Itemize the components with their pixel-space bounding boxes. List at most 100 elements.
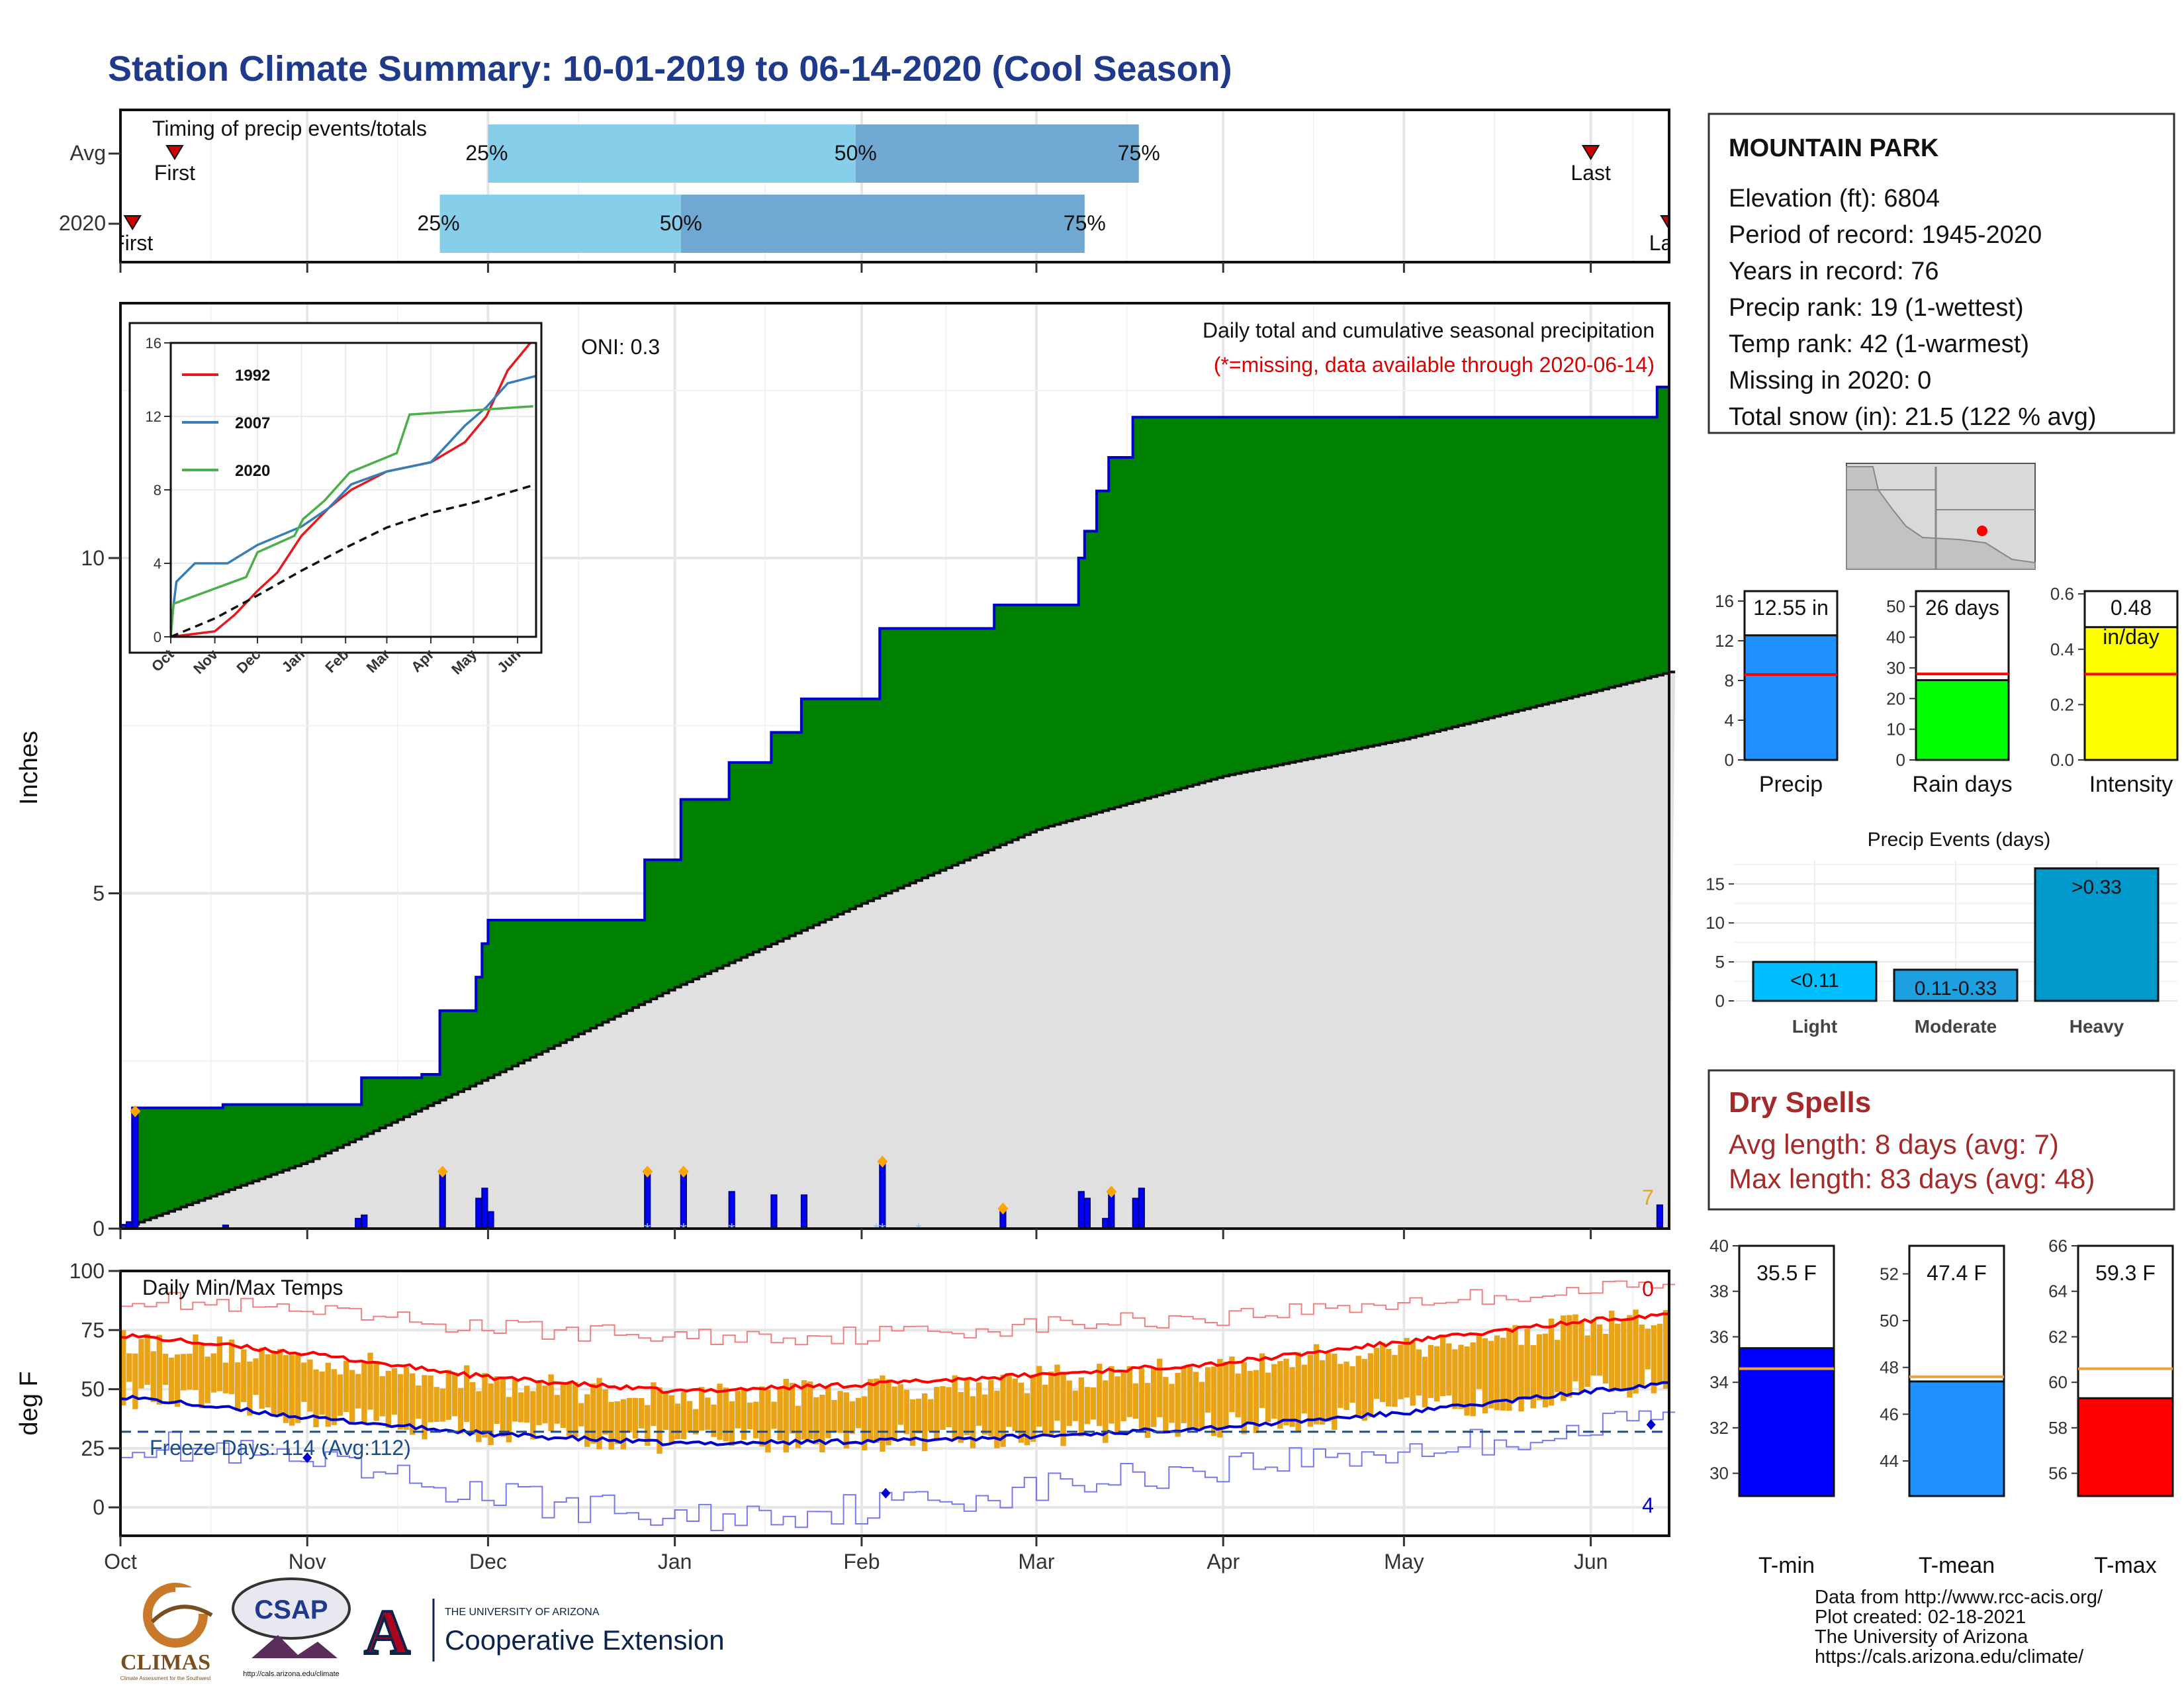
daily-temp-bar — [1217, 1358, 1223, 1438]
timing-bar-upper — [680, 195, 1085, 253]
daily-temp-bar — [1150, 1368, 1157, 1427]
daily-temp-bar — [1662, 1310, 1669, 1389]
daily-temp-bar — [1169, 1383, 1175, 1423]
daily-temp-bar — [1012, 1378, 1018, 1432]
daily-temp-bar — [271, 1352, 277, 1415]
precip-events-chart: Precip Events (days) 0 5 10 15 <0.11 Light 0.1… — [1706, 829, 2177, 1037]
daily-temp-bar — [753, 1401, 759, 1438]
events-bar-value: 0.11-0.33 — [1915, 978, 1997, 1000]
daily-temp-bar — [1066, 1380, 1072, 1427]
temp-summary-bars: 35.5 F 30 32 34 36 38 40 T-min 47.4 F 44 46 48 50 52 T… — [1709, 1236, 2174, 1578]
daily-temp-bar — [1163, 1377, 1169, 1433]
daily-precip-bar — [1656, 1204, 1663, 1229]
daily-temp-bar — [1433, 1346, 1440, 1402]
daily-temp-bar — [1193, 1372, 1199, 1430]
temp-bar-tick-label: 30 — [1709, 1464, 1729, 1483]
daily-temp-bar — [1416, 1349, 1422, 1396]
temp-bar-fill — [2077, 1397, 2174, 1497]
daily-temp-bar — [1422, 1356, 1428, 1408]
timing-last-label: Last — [1649, 231, 1690, 255]
daily-temp-bar — [1361, 1358, 1368, 1421]
temp-bar-tick-label: 60 — [2048, 1372, 2068, 1392]
x-tick-label: May — [1384, 1550, 1424, 1573]
daily-temp-bar — [759, 1386, 765, 1447]
average-precip-area — [120, 672, 1676, 1229]
daily-temp-bar — [946, 1387, 952, 1428]
precip-corner-count: 7 — [1642, 1186, 1654, 1209]
daily-temp-bar — [988, 1380, 994, 1436]
daily-temp-bar — [921, 1393, 928, 1452]
daily-temp-bar — [813, 1397, 819, 1445]
temp-bar-tick-label: 34 — [1709, 1372, 1729, 1392]
daily-temp-bar — [1500, 1337, 1506, 1411]
daily-temp-bar — [1301, 1364, 1307, 1414]
daily-temp-bar — [903, 1389, 910, 1434]
daily-temp-bar — [1338, 1364, 1343, 1408]
climas-logo-swoosh — [150, 1605, 213, 1624]
daily-temp-bar — [572, 1382, 578, 1438]
dry-spells-avg: Avg length: 8 days (avg: 7) — [1729, 1129, 2059, 1160]
summary-bar-fill — [1743, 634, 1839, 761]
daily-temp-bar — [500, 1377, 506, 1437]
timing-bar-lower — [488, 124, 856, 183]
daily-temp-bar — [199, 1343, 205, 1409]
events-y-tick-label: 0 — [1715, 991, 1725, 1011]
daily-temp-bar — [608, 1401, 614, 1450]
dry-spells-box: Dry Spells Avg length: 8 days (avg: 7) M… — [1707, 1069, 2175, 1211]
daily-temp-bar — [1030, 1374, 1036, 1442]
daily-temp-bar — [277, 1348, 283, 1417]
daily-temp-bar — [494, 1376, 500, 1424]
station-line-temp-rank: Temp rank: 42 (1-warmest) — [1729, 330, 2029, 358]
cumulative-precip-line — [119, 385, 1669, 1229]
page-title: Station Climate Summary: 10-01-2019 to 0… — [108, 49, 1232, 89]
station-info-box: MOUNTAIN PARK Elevation (ft): 6804 Perio… — [1707, 113, 2175, 434]
station-location-dot — [1977, 526, 1987, 536]
ua-logo-extension: Cooperative Extension — [445, 1624, 725, 1656]
timing-last-marker — [1660, 215, 1668, 228]
daily-temp-bar — [735, 1391, 741, 1429]
daily-temp-bar — [970, 1396, 976, 1448]
summary-bar-tick-label: 0 — [1725, 750, 1734, 770]
daily-temp-bar — [403, 1367, 410, 1430]
inset-series-line — [169, 404, 533, 637]
daily-temp-bar — [295, 1352, 301, 1423]
summary-bar-tick-label: 8 — [1725, 671, 1734, 690]
summary-bar-tick-label: 30 — [1886, 658, 1905, 678]
event-marker — [1106, 1186, 1117, 1198]
daily-temp-bar — [632, 1397, 639, 1438]
events-x-label: Light — [1792, 1016, 1837, 1037]
daily-temp-bar — [831, 1399, 837, 1432]
precip-annotation-title: Daily total and cumulative seasonal prec… — [1203, 318, 1655, 342]
daily-temp-bar — [1271, 1364, 1277, 1419]
csap-logo-url: http://cals.arizona.edu/climate — [243, 1670, 340, 1678]
footer-line-university: The University of Arizona — [1815, 1626, 2028, 1648]
daily-temp-bar — [1561, 1315, 1567, 1401]
daily-temp-bar — [548, 1374, 554, 1432]
daily-temp-bar — [470, 1382, 476, 1435]
daily-temp-bar — [849, 1401, 856, 1434]
daily-temp-bar — [560, 1382, 567, 1429]
temp-bar-tick-label: 66 — [2048, 1236, 2068, 1256]
event-marker — [642, 1165, 653, 1178]
min-temp-marker — [302, 1452, 312, 1464]
daily-temp-bar — [349, 1370, 355, 1423]
daily-temp-bar — [1542, 1333, 1549, 1408]
event-marker — [437, 1165, 448, 1178]
station-info-frame — [1707, 113, 2175, 434]
daily-temp-bar — [1657, 1323, 1663, 1383]
daily-temp-bar — [506, 1397, 512, 1442]
timing-first-marker — [165, 145, 184, 160]
daily-temp-bar — [1283, 1358, 1289, 1426]
temp-y-tick-label: 25 — [81, 1436, 105, 1460]
timing-panel-border — [119, 109, 1670, 263]
daily-temp-bar — [1578, 1321, 1584, 1392]
daily-temp-bar — [1386, 1348, 1392, 1407]
daily-temp-bar — [428, 1375, 433, 1423]
daily-temp-bar — [1205, 1367, 1211, 1413]
timing-first-label: First — [112, 231, 153, 255]
daily-precip-bar — [1083, 1197, 1091, 1230]
daily-temp-bar — [855, 1397, 862, 1429]
dry-spells-title: Dry Spells — [1729, 1086, 1871, 1119]
daily-temp-bar — [1518, 1344, 1524, 1412]
precip-events-title: Precip Events (days) — [1868, 829, 2051, 851]
